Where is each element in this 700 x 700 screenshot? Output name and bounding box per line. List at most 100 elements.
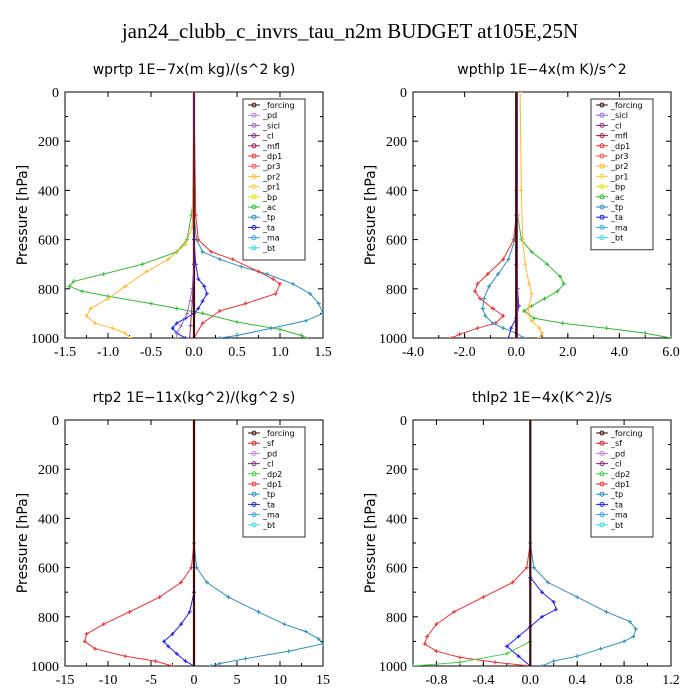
y-axis-label: Pressure [hPa]	[363, 493, 379, 593]
series-point	[527, 281, 532, 286]
legend-marker	[251, 194, 257, 200]
y-tick-label: 1000	[379, 332, 407, 347]
series-line-dp2	[413, 420, 531, 666]
y-tick-label: 200	[386, 135, 407, 150]
series-point	[457, 655, 462, 660]
series-point	[204, 580, 209, 585]
legend-label: _pd	[262, 449, 277, 458]
series-point	[490, 321, 495, 326]
legend-marker	[599, 194, 605, 200]
series-group	[67, 92, 323, 338]
series-point	[179, 323, 184, 328]
legend-label: _ma	[610, 223, 628, 232]
series-point	[190, 299, 195, 304]
legend-marker	[251, 163, 257, 169]
series-point	[192, 664, 196, 666]
series-point	[481, 296, 486, 301]
legend-label: _ma	[262, 234, 280, 243]
series-point	[449, 336, 454, 338]
series-point	[515, 92, 520, 94]
legend-label: _ta	[610, 500, 623, 509]
series-point	[144, 269, 149, 274]
legend-marker	[599, 430, 605, 436]
y-tick-label: 800	[38, 611, 59, 626]
legend-marker	[599, 235, 605, 241]
legend-marker	[599, 143, 605, 149]
series-line-tp	[193, 420, 323, 666]
series-point	[202, 284, 207, 289]
legend-label: _ta	[610, 213, 623, 222]
series-point	[80, 289, 85, 294]
legend-label: _dp2	[262, 470, 282, 479]
legend-label: _forcing	[262, 101, 295, 110]
y-tick-label: 600	[386, 234, 407, 249]
series-point	[485, 272, 490, 277]
legend-marker	[599, 214, 605, 220]
series-group	[413, 420, 638, 666]
legend-marker	[251, 153, 257, 159]
series-point	[217, 308, 222, 313]
series-point	[575, 595, 580, 600]
legend-marker	[251, 501, 257, 507]
series-point	[525, 311, 530, 316]
legend-label: _cl	[610, 460, 622, 469]
series-point	[545, 580, 550, 585]
x-tick-label: 1.5	[314, 345, 332, 360]
series-point	[153, 659, 158, 664]
legend-label: _bt	[610, 234, 623, 243]
legend-marker	[251, 122, 257, 128]
legend-marker	[251, 481, 257, 487]
series-point	[271, 276, 276, 281]
series-point	[278, 281, 282, 286]
y-tick-label: 200	[38, 135, 59, 150]
panel-title: wprtp 1E−7x(m kg)/(s^2 kg)	[93, 62, 296, 78]
y-tick-label: 0	[400, 86, 407, 101]
series-point	[204, 291, 209, 296]
y-tick-label: 600	[38, 562, 59, 577]
series-point	[187, 609, 192, 614]
x-tick-label: 0	[191, 673, 198, 688]
legend: _forcing_sicl_cl_mfl_dp1_pr3_pr2_pr1_bp_…	[590, 98, 654, 251]
series-point	[161, 639, 166, 644]
panel-3: rtp2 1E−11x(kg^2)/(kg^2 s) Pressure [hPa]…	[15, 390, 330, 688]
x-tick-label: -10	[99, 673, 118, 688]
series-point	[529, 249, 534, 254]
series-point	[286, 649, 291, 654]
legend-marker	[599, 163, 605, 169]
series-point	[93, 646, 98, 651]
legend-marker	[599, 450, 605, 456]
x-tick-label: 0.5	[228, 345, 246, 360]
series-line-dp1	[424, 420, 531, 666]
y-tick-label: 400	[38, 512, 59, 527]
series-point	[521, 336, 526, 338]
legend-label: _ma	[610, 511, 628, 520]
series-point	[217, 257, 222, 262]
legend-label: _pd	[610, 449, 625, 458]
series-point	[303, 318, 308, 323]
legend-label: _sicl	[610, 111, 628, 120]
series-point	[183, 242, 188, 247]
series-point	[518, 92, 523, 94]
series-point	[501, 257, 506, 262]
legend-label: _pr3	[610, 152, 628, 161]
series-line-tp	[529, 420, 637, 666]
legend-label: _sicl	[262, 121, 280, 130]
legend-label: _pr3	[262, 162, 280, 171]
series-point	[514, 336, 519, 338]
legend-label: _sf	[262, 439, 274, 448]
series-point	[209, 249, 214, 254]
x-tick-label: 0.0	[522, 673, 540, 688]
legend-label: _forcing	[610, 429, 643, 438]
legend-marker	[251, 461, 257, 467]
x-tick-label: 2.0	[559, 345, 577, 360]
series-point	[243, 656, 248, 661]
series-point	[273, 291, 278, 296]
series-point	[560, 321, 565, 326]
series-point	[93, 321, 98, 326]
series-point	[110, 326, 115, 331]
legend: _forcing_pd_sicl_cl_mfl_dp1_pr3_pr2_pr1_…	[242, 98, 306, 261]
series-point	[531, 565, 536, 570]
legend-marker	[599, 153, 605, 159]
series-point	[82, 639, 87, 644]
